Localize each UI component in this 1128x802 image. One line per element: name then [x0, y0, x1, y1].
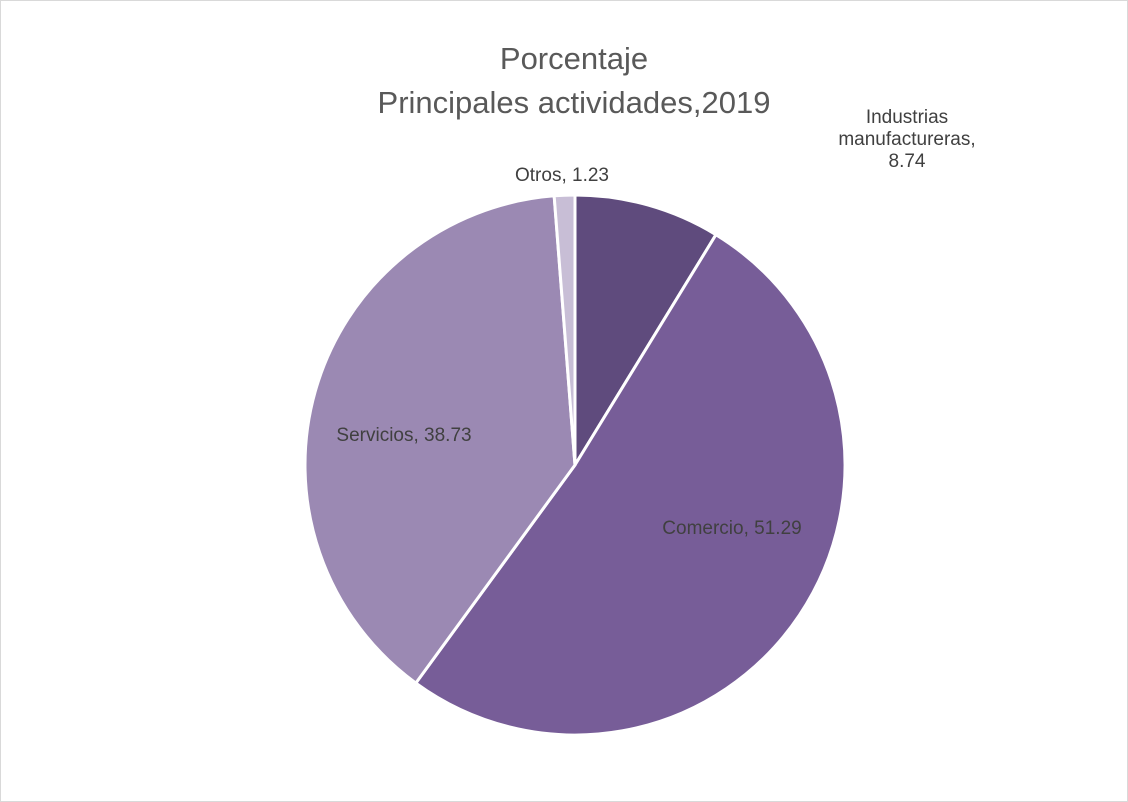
slice-label-0: Industrias manufactureras, 8.74: [838, 107, 975, 172]
slice-label-line: Otros, 1.23: [515, 165, 609, 186]
pie-slices: [303, 193, 847, 737]
slice-label-line: Comercio, 51.29: [662, 518, 801, 539]
slice-labels: Industrias manufactureras, 8.74 Comercio, 5…: [336, 107, 975, 539]
slice-label-2: Servicios, 38.73: [336, 425, 471, 446]
slice-label-1: Comercio, 51.29: [662, 518, 801, 539]
chart-title-line-1: Porcentaje: [499, 41, 649, 76]
slice-label-line: Industrias: [866, 107, 948, 128]
pie-slice-3: [552, 193, 577, 467]
slice-label-line: 8.74: [889, 151, 926, 172]
pie-slice-1: [414, 233, 847, 737]
slice-label-3: Otros, 1.23: [515, 165, 609, 186]
slice-label-line: manufactureras,: [838, 129, 975, 150]
pie-slice-2: [303, 194, 577, 685]
pie-slice-0: [573, 193, 718, 467]
chart-title: Porcentaje Principales actividades,2019: [1, 37, 1128, 125]
slice-label-line: Servicios, 38.73: [336, 425, 471, 446]
chart-title-line-2: Principales actividades,2019: [377, 85, 771, 120]
